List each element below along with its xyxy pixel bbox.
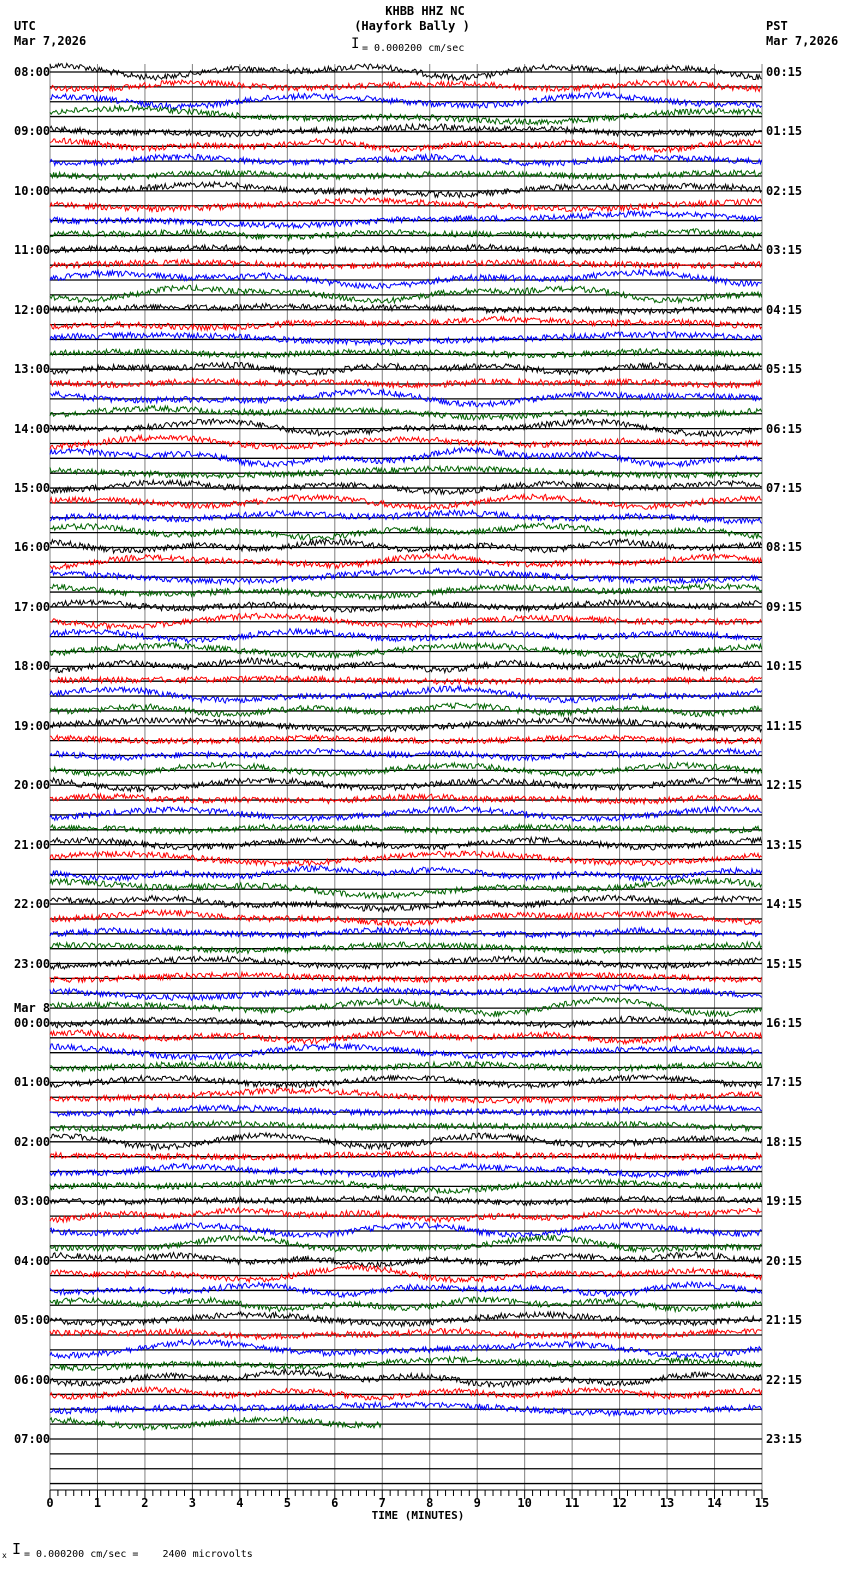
x-tick-label: 10 — [517, 1496, 532, 1510]
pst-hour-label: 19:15 — [766, 1194, 803, 1209]
pst-hour-label: 09:15 — [766, 599, 803, 614]
utc-hour-label: 00:00 — [14, 1015, 51, 1030]
pst-hour-label: 15:15 — [766, 956, 803, 971]
utc-hour-label: 01:00 — [14, 1075, 51, 1090]
station-site: (Hayfork Bally ) — [354, 19, 470, 33]
x-tick-label: 4 — [236, 1496, 244, 1510]
station-title: KHBB HHZ NC — [385, 4, 465, 18]
x-tick-label: 9 — [473, 1496, 481, 1510]
x-tick-label: 12 — [612, 1496, 627, 1510]
utc-hour-label: 21:00 — [14, 837, 51, 852]
utc-hour-label: 15:00 — [14, 481, 51, 496]
pst-hour-label: 04:15 — [766, 302, 803, 317]
utc-hour-label: 19:00 — [14, 718, 51, 733]
x-tick-label: 14 — [707, 1496, 722, 1510]
utc-hour-label: 04:00 — [14, 1253, 51, 1268]
pst-hour-label: 14:15 — [766, 897, 803, 912]
right-timezone: PST — [766, 19, 788, 33]
pst-hour-label: 20:15 — [766, 1253, 803, 1268]
utc-hour-label: 13:00 — [14, 362, 51, 377]
x-tick-label: 5 — [283, 1496, 291, 1510]
x-tick-label: 0 — [46, 1496, 54, 1510]
utc-hour-label: 05:00 — [14, 1313, 51, 1328]
footer-scale-bar-icon: I — [12, 1540, 22, 1558]
utc-hour-label: 09:00 — [14, 124, 51, 139]
pst-hour-label: 13:15 — [766, 837, 803, 852]
x-tick-label: 7 — [378, 1496, 386, 1510]
x-axis-label: TIME (MINUTES) — [371, 1509, 465, 1522]
utc-hour-label: 22:00 — [14, 897, 51, 912]
x-tick-label: 6 — [331, 1496, 339, 1510]
pst-hour-label: 03:15 — [766, 243, 803, 258]
pst-hour-label: 08:15 — [766, 540, 803, 555]
utc-hour-label: 03:00 — [14, 1194, 51, 1209]
pst-hour-label: 11:15 — [766, 718, 803, 733]
scale-bar-icon: I — [351, 36, 360, 52]
utc-hour-label: 11:00 — [14, 243, 51, 258]
utc-hour-label: 17:00 — [14, 599, 51, 614]
pst-hour-label: 12:15 — [766, 778, 803, 793]
utc-hour-label: 12:00 — [14, 302, 51, 317]
utc-hour-label: 06:00 — [14, 1372, 51, 1387]
x-tick-label: 1 — [93, 1496, 102, 1510]
utc-hour-label: 07:00 — [14, 1432, 51, 1446]
pst-hour-label: 02:15 — [766, 183, 803, 198]
x-tick-label: 13 — [659, 1496, 675, 1510]
pst-hour-label: 23:15 — [766, 1432, 803, 1446]
pst-hour-label: 00:15 — [766, 65, 803, 79]
utc-date-label: Mar 8 — [14, 1000, 51, 1015]
utc-hour-label: 08:00 — [14, 65, 51, 79]
utc-hour-label: 20:00 — [14, 778, 51, 793]
footer-scale-prefix: x — [2, 1551, 7, 1560]
pst-hour-label: 22:15 — [766, 1372, 803, 1387]
pst-hour-label: 05:15 — [766, 362, 803, 377]
right-date: Mar 7,2026 — [766, 34, 839, 48]
x-tick-label: 3 — [188, 1496, 197, 1510]
utc-hour-label: 02:00 — [14, 1134, 51, 1149]
pst-hour-label: 10:15 — [766, 659, 803, 674]
x-tick-label: 8 — [426, 1496, 434, 1510]
utc-hour-label: 16:00 — [14, 540, 51, 555]
x-tick-label: 2 — [141, 1496, 149, 1510]
left-date: Mar 7,2026 — [14, 34, 87, 48]
x-tick-label: 11 — [564, 1496, 580, 1510]
pst-hour-label: 06:15 — [766, 421, 803, 436]
pst-hour-label: 07:15 — [766, 481, 803, 496]
pst-hour-label: 01:15 — [766, 124, 803, 139]
x-tick-label: 15 — [754, 1496, 770, 1510]
header-scale-text: = 0.000200 cm/sec — [362, 43, 465, 54]
pst-hour-label: 17:15 — [766, 1075, 803, 1090]
pst-hour-label: 21:15 — [766, 1313, 803, 1328]
pst-hour-label: 18:15 — [766, 1134, 803, 1149]
utc-hour-label: 23:00 — [14, 956, 51, 971]
pst-hour-label: 16:15 — [766, 1015, 803, 1030]
utc-hour-label: 10:00 — [14, 183, 51, 198]
footer-scale-text: = 0.000200 cm/sec = 2400 microvolts — [24, 1549, 253, 1560]
utc-hour-label: 14:00 — [14, 421, 51, 436]
left-timezone: UTC — [14, 19, 36, 33]
utc-hour-label: 18:00 — [14, 659, 51, 674]
